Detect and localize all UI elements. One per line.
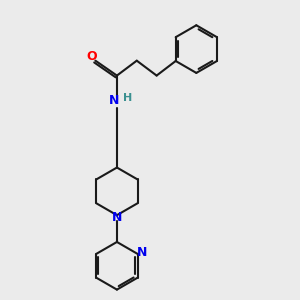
Text: H: H [123,93,132,103]
Text: O: O [86,50,97,63]
Text: N: N [137,246,147,259]
Text: N: N [112,211,122,224]
Text: N: N [109,94,119,107]
